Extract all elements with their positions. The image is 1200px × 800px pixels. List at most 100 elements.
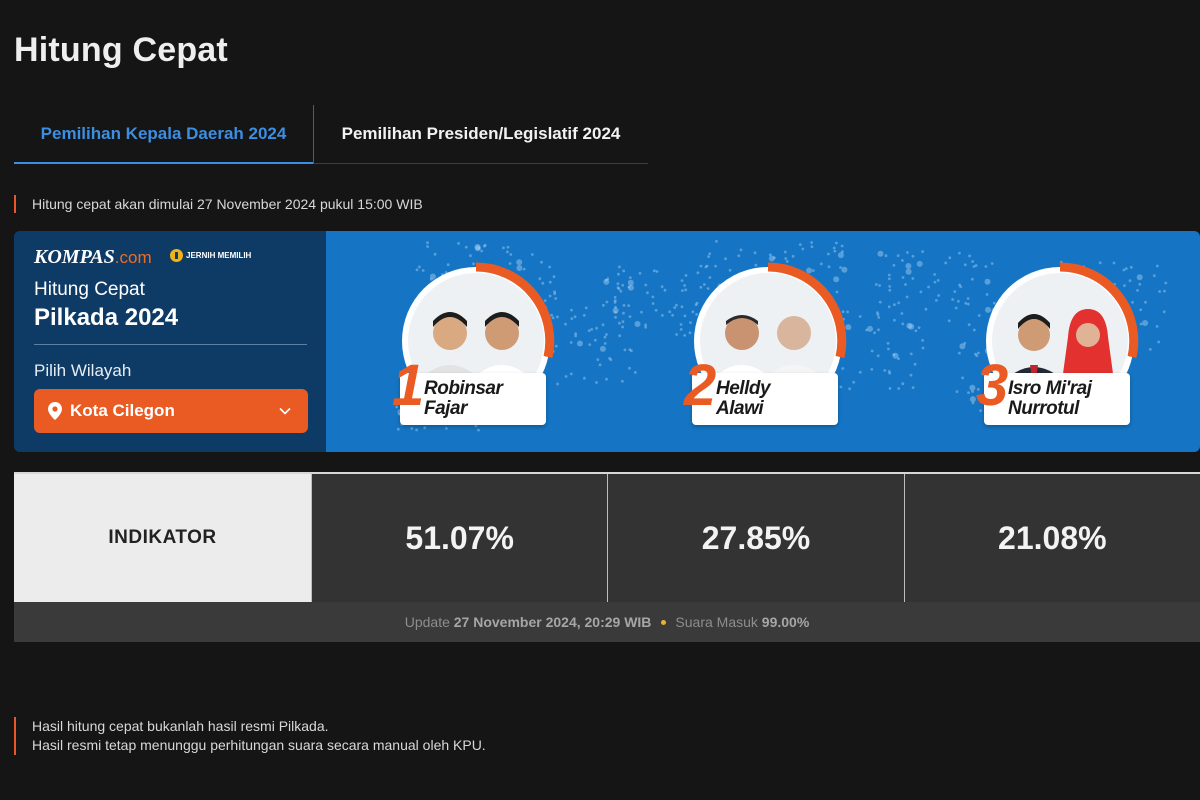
map-dot (772, 256, 776, 260)
map-dot (870, 349, 874, 353)
map-dot (596, 358, 600, 361)
map-dot (644, 325, 648, 329)
update-prefix: Update (404, 614, 450, 630)
candidate-3-name-line2: Nurrotul (1008, 398, 1079, 419)
map-dot (604, 278, 608, 282)
map-dot (654, 308, 658, 312)
map-dot (900, 312, 904, 315)
map-dot (395, 405, 399, 409)
map-dot (396, 427, 400, 431)
map-dot (530, 253, 534, 256)
map-dot (878, 284, 881, 287)
map-dot (964, 301, 968, 305)
map-dot (785, 260, 789, 263)
map-dot (605, 377, 608, 381)
map-dot (502, 246, 505, 250)
map-dot (569, 372, 573, 376)
region-dropdown[interactable]: Kota Cilegon (34, 389, 308, 433)
map-dot (841, 310, 845, 314)
jernih-memilih-badge: JERNIH MEMILIH (170, 249, 251, 262)
map-dot (570, 317, 574, 320)
map-dot (784, 257, 788, 260)
tab-presiden-legislatif-2024[interactable]: Pemilihan Presiden/Legislatif 2024 (341, 124, 621, 143)
map-dot (584, 306, 588, 310)
map-dot (395, 399, 398, 403)
map-dot (728, 268, 732, 272)
map-dot (621, 379, 624, 383)
map-dot (708, 252, 712, 256)
map-dot (605, 300, 609, 304)
map-dot (724, 257, 727, 261)
map-dot (884, 254, 888, 258)
map-dot (696, 271, 700, 275)
map-dot (601, 323, 605, 327)
map-dot (569, 341, 573, 344)
map-dot (901, 322, 905, 326)
map-dot (801, 247, 805, 251)
map-dot (975, 354, 979, 358)
indikator-logo-text: INDIKATOR (108, 527, 217, 548)
results-row: INDIKATOR 51.07% 27.85% 21.08% (14, 474, 1200, 602)
map-dot (876, 311, 879, 315)
map-dot (974, 352, 977, 356)
map-dot (984, 265, 988, 268)
map-dot (933, 273, 936, 276)
map-dot (858, 370, 862, 374)
candidate-1-name: Robinsar Fajar (424, 379, 503, 419)
map-dot (553, 292, 557, 296)
map-dot (415, 428, 418, 432)
map-dot (969, 384, 976, 391)
map-dot (984, 278, 991, 285)
map-dot (958, 351, 961, 355)
candidate-3-percentage: 21.08% (903, 474, 1200, 602)
map-dot (888, 277, 891, 281)
map-dot (893, 303, 896, 306)
map-dot (865, 328, 869, 332)
map-dot (509, 253, 513, 256)
candidate-2-name-line2: Alawi (716, 398, 764, 419)
map-dot (703, 283, 706, 286)
map-dot (583, 376, 586, 380)
map-dot (679, 323, 683, 326)
map-dot (614, 305, 617, 309)
map-dot (691, 310, 695, 314)
map-dot (981, 372, 985, 376)
map-dot (977, 314, 981, 317)
map-dot (754, 263, 758, 267)
map-dot (888, 387, 892, 390)
banner-left-panel: KOMPAS.com JERNIH MEMILIH Hitung Cepat P… (14, 231, 326, 452)
candidate-3-nameplate (984, 373, 1130, 425)
tab-pilkada-2024[interactable]: Pemilihan Kepala Daerah 2024 (14, 105, 313, 164)
map-dot (483, 244, 486, 248)
candidates-panel: 1 Robinsar Fajar 2 Helldy Alawi (326, 231, 1200, 452)
map-dot (554, 297, 558, 300)
map-dot (614, 315, 617, 319)
map-dot (410, 427, 414, 430)
map-dot (552, 275, 556, 279)
map-dot (683, 284, 686, 287)
map-dot (937, 294, 941, 297)
map-dot (963, 263, 967, 267)
map-dot (426, 245, 429, 248)
map-dot (605, 333, 608, 336)
map-dot (1122, 268, 1126, 272)
map-dot (1124, 267, 1128, 270)
map-dot (598, 363, 602, 367)
map-dot (1136, 289, 1139, 292)
map-dot (704, 265, 708, 269)
map-dot (1136, 274, 1143, 281)
map-dot (1155, 264, 1159, 268)
map-dot (622, 269, 626, 273)
map-dot (429, 277, 433, 281)
map-dot (867, 325, 873, 332)
separator-dot (661, 619, 667, 625)
map-dot (1163, 289, 1166, 293)
map-dot (1142, 320, 1149, 326)
map-dot (848, 387, 852, 391)
quick-count-results: INDIKATOR 51.07% 27.85% 21.08% Update 27… (14, 472, 1200, 642)
map-dot (622, 304, 626, 307)
map-dot (737, 254, 741, 258)
map-dot (540, 260, 543, 264)
candidate-1-name-line2: Fajar (424, 398, 467, 419)
map-dot (917, 326, 921, 329)
